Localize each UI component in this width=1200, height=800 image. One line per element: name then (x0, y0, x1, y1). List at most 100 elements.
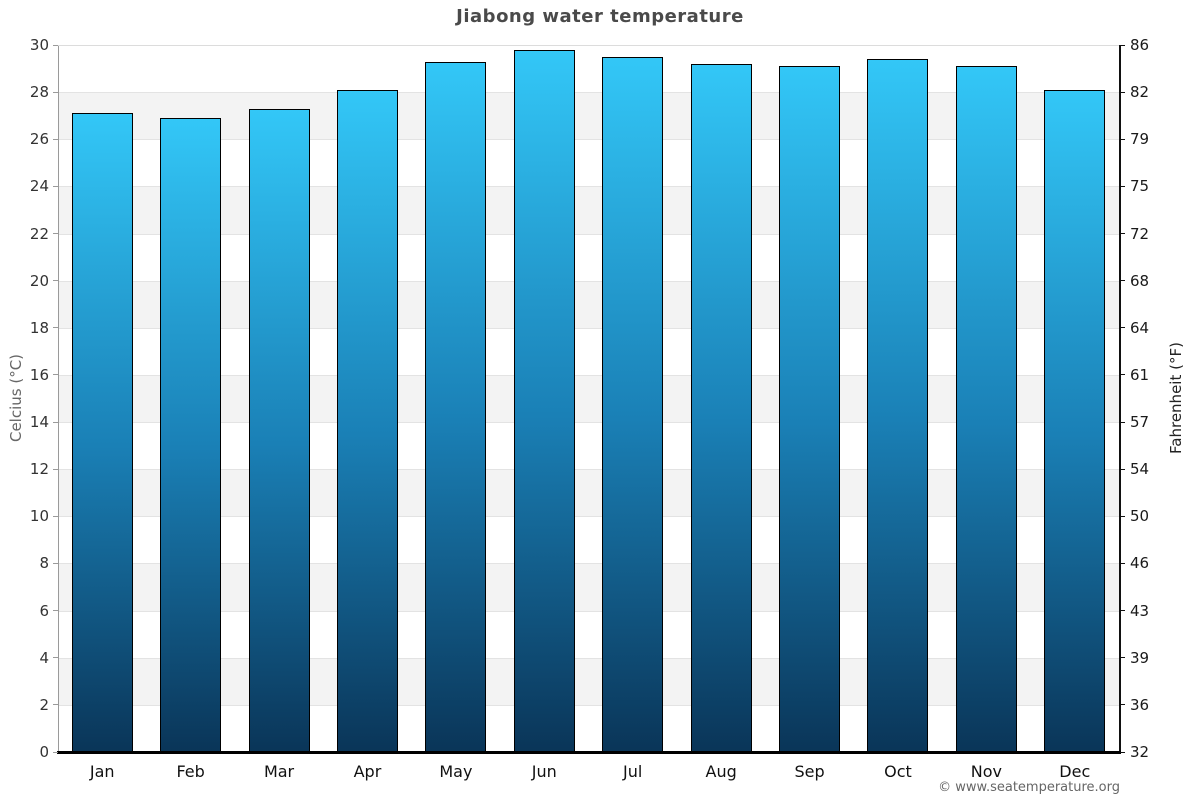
y-tick-label-fahrenheit: 43 (1130, 601, 1150, 620)
y-tick-left (53, 374, 58, 376)
y-tick-label-fahrenheit: 72 (1130, 224, 1150, 243)
y-tick-label-fahrenheit: 54 (1130, 460, 1150, 479)
gridline (58, 327, 1119, 329)
y-tick-left (53, 751, 58, 753)
gridline (58, 704, 1119, 706)
y-tick-label-fahrenheit: 32 (1130, 743, 1150, 761)
copyright-link[interactable]: © www.seatemperature.org (938, 780, 1120, 795)
y-tick-right (1120, 185, 1125, 187)
y-tick-label-celsius: 28 (29, 83, 49, 102)
y-tick-right (1120, 657, 1125, 659)
bar-jan (71, 113, 133, 752)
x-tick-label-oct: Oct (884, 762, 912, 781)
y-axis-line-right (1119, 45, 1121, 752)
y-tick-label-celsius: 30 (29, 36, 49, 54)
y-tick-right (1120, 138, 1125, 140)
x-tick-label-aug: Aug (705, 762, 737, 781)
gridline (58, 422, 1119, 424)
x-tick-label-feb: Feb (176, 762, 205, 781)
x-tick-label-sep: Sep (794, 762, 825, 781)
y-tick-left (53, 280, 58, 282)
y-tick-label-celsius: 6 (39, 601, 49, 620)
background-band (58, 280, 1119, 328)
y-tick-label-celsius: 0 (39, 743, 49, 761)
x-axis-line (57, 751, 1121, 754)
bar-jun (513, 49, 575, 752)
y-tick-label-fahrenheit: 39 (1130, 648, 1150, 667)
background-band (58, 563, 1119, 611)
y-tick-label-fahrenheit: 57 (1130, 413, 1150, 432)
y-tick-right (1120, 280, 1125, 282)
y-tick-label-celsius: 22 (29, 224, 49, 243)
y-tick-label-celsius: 4 (39, 648, 49, 667)
bar-jul (602, 56, 664, 752)
gridline (58, 516, 1119, 518)
gridline (58, 186, 1119, 188)
y-tick-right (1120, 704, 1125, 706)
y-axis-title-celsius: Celcius (°C) (7, 353, 25, 443)
x-tick-label-mar: Mar (263, 762, 295, 781)
y-tick-right (1120, 468, 1125, 470)
y-tick-label-fahrenheit: 82 (1130, 83, 1150, 102)
y-tick-left (53, 657, 58, 659)
bar-mar (248, 108, 310, 752)
y-axis-line-left (58, 45, 59, 752)
y-tick-left (53, 185, 58, 187)
x-tick-label-jun: Jun (531, 762, 557, 781)
y-tick-label-celsius: 12 (29, 460, 49, 479)
y-tick-label-fahrenheit: 61 (1130, 365, 1150, 384)
gridline (58, 374, 1119, 376)
x-tick-label-apr: Apr (353, 762, 382, 781)
y-tick-left (53, 44, 58, 46)
bar-dec (1044, 89, 1106, 752)
y-tick-left (53, 233, 58, 235)
y-tick-left (53, 562, 58, 564)
y-axis-title-fahrenheit: Fahrenheit (°F) (1167, 342, 1185, 454)
y-tick-label-fahrenheit: 75 (1130, 177, 1150, 196)
bar-feb (160, 118, 222, 752)
background-band (58, 92, 1119, 140)
gridline (58, 92, 1119, 94)
background-band (58, 374, 1119, 423)
y-tick-label-fahrenheit: 36 (1130, 695, 1150, 714)
gridline (58, 469, 1119, 471)
y-tick-label-celsius: 24 (29, 177, 49, 196)
plot-top-border (58, 45, 1120, 46)
y-tick-left (53, 468, 58, 470)
bar-nov (955, 66, 1017, 752)
x-tick-label-jan: Jan (89, 762, 115, 781)
y-tick-right (1120, 327, 1125, 329)
y-tick-right (1120, 421, 1125, 423)
x-tick-label-nov: Nov (970, 762, 1002, 781)
background-band (58, 186, 1119, 234)
gridline (58, 610, 1119, 612)
y-tick-label-fahrenheit: 50 (1130, 507, 1150, 526)
y-tick-left (53, 610, 58, 612)
y-tick-right (1120, 233, 1125, 235)
background-band (58, 469, 1119, 517)
bar-aug (690, 63, 752, 752)
y-tick-left (53, 91, 58, 93)
y-tick-right (1120, 515, 1125, 517)
y-tick-left (53, 515, 58, 517)
x-tick-label-dec: Dec (1059, 762, 1091, 781)
y-tick-label-celsius: 14 (29, 413, 49, 432)
y-tick-label-celsius: 8 (39, 554, 49, 573)
bar-may (425, 61, 487, 752)
x-tick-label-jul: Jul (623, 762, 643, 781)
y-tick-left (53, 138, 58, 140)
y-tick-right (1120, 751, 1125, 753)
bar-sep (779, 66, 841, 752)
y-tick-right (1120, 374, 1125, 376)
y-tick-label-celsius: 10 (29, 507, 49, 526)
gridline (58, 657, 1119, 659)
bar-oct (867, 59, 929, 752)
x-tick-label-may: May (439, 762, 473, 781)
y-tick-label-celsius: 2 (39, 695, 49, 714)
background-band (58, 657, 1119, 705)
y-tick-left (53, 704, 58, 706)
y-tick-label-celsius: 18 (29, 318, 49, 337)
y-tick-label-fahrenheit: 64 (1130, 318, 1150, 337)
plot-area (58, 45, 1119, 752)
